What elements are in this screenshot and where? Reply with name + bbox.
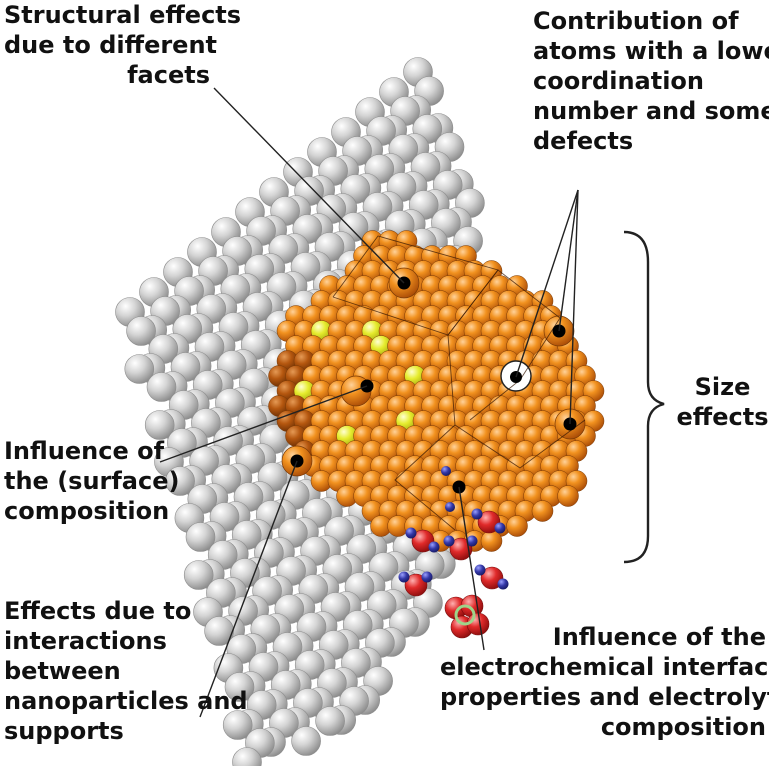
- support-atom: [124, 354, 155, 384]
- pointer-lines: [159, 87, 579, 718]
- support-atom: [291, 726, 321, 756]
- coordination-label: Contribution of atoms with a lower coord…: [533, 7, 769, 155]
- support-atom: [315, 706, 345, 736]
- surface-composition-label: Influence of the (surface) composition: [4, 437, 180, 525]
- size-bracket-shape: [623, 230, 665, 564]
- nanoparticle-atom: [557, 485, 579, 507]
- structural-effects-label: Structural effects due to different face…: [4, 1, 242, 89]
- hydrogen-atom: [405, 527, 417, 539]
- nanoparticle-atom: [506, 515, 528, 537]
- facet-edge: [469, 379, 521, 421]
- support-atom: [165, 466, 195, 496]
- support-atom: [185, 522, 216, 552]
- supports-label: Effects due to interactions between nano…: [4, 597, 248, 745]
- nanoparticle: [268, 230, 605, 552]
- pointer-line: [159, 385, 368, 463]
- facet-edges: [332, 235, 586, 531]
- support-atom: [204, 616, 234, 646]
- pointer-line: [569, 189, 579, 425]
- oxygen-atom: [404, 573, 428, 597]
- support-atom: [144, 410, 175, 440]
- support-atom: [224, 672, 255, 702]
- oxygen-atom: [449, 537, 473, 561]
- hydrogen-atom: [443, 535, 455, 547]
- oxygen-atom: [477, 510, 501, 534]
- size-effects-label: Size effects: [676, 373, 769, 431]
- support-atom: [232, 747, 262, 766]
- nanoparticle-atom: [531, 500, 554, 522]
- oxygen-atom: [411, 529, 435, 553]
- pointer-line: [515, 189, 579, 378]
- nanoparticle-atom: [480, 530, 503, 552]
- adsorbate-ring: [454, 604, 476, 626]
- pointer-line: [199, 460, 298, 718]
- hydrogen-atom: [428, 541, 440, 553]
- electrolyte-molecules: [398, 466, 509, 639]
- facet-edge: [447, 334, 586, 469]
- hydrogen-atom: [398, 571, 410, 583]
- hydrogen-atom: [466, 535, 478, 547]
- size-bracket: [623, 230, 665, 564]
- hydrogen-atom: [474, 564, 486, 576]
- pointer-line: [213, 87, 405, 284]
- facet-edge: [447, 269, 561, 381]
- hydrogen-atom: [441, 466, 451, 476]
- hydrogen-atom: [494, 522, 506, 534]
- support-atom: [126, 316, 156, 346]
- pointer-line: [558, 189, 579, 332]
- support-atom: [222, 710, 253, 740]
- oxygen-atom: [480, 566, 504, 590]
- hydrogen-atom: [445, 502, 455, 512]
- electrolyte-label: Influence of the electrochemical interfa…: [440, 623, 769, 741]
- hydrogen-atom: [497, 578, 509, 590]
- hydrogen-atom: [471, 508, 483, 520]
- pointer-line: [458, 486, 485, 651]
- hydrogen-atom: [421, 571, 433, 583]
- support-atom: [146, 372, 177, 402]
- support-atom: [183, 560, 214, 590]
- facet-edge: [394, 424, 456, 531]
